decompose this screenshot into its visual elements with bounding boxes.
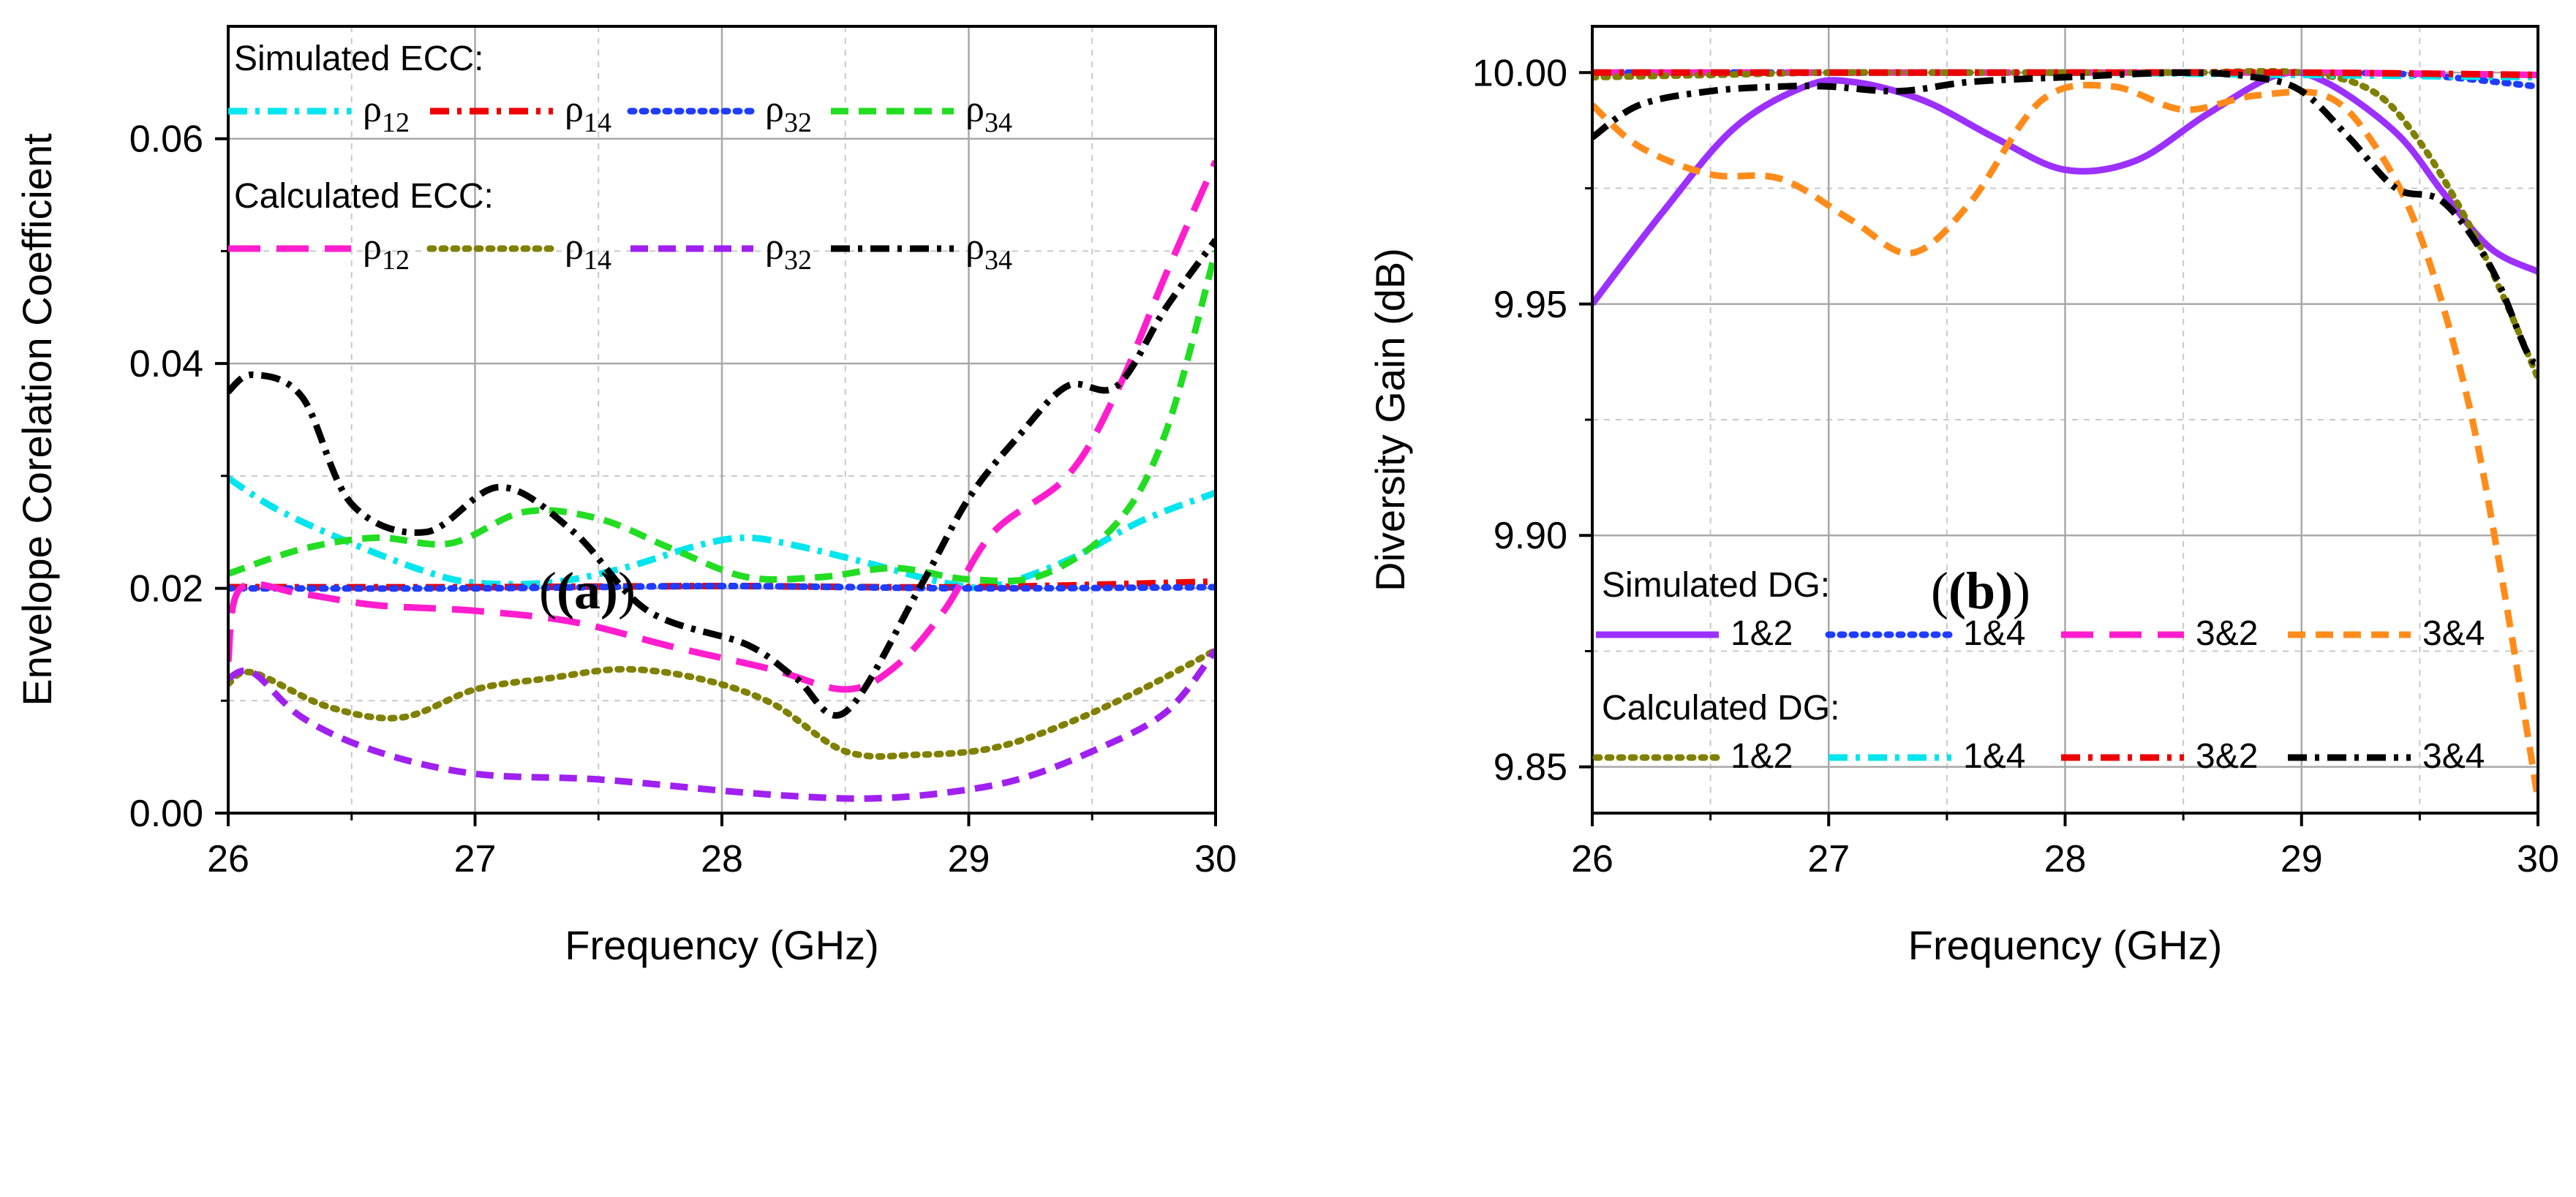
- legend-label-subscript: 32: [784, 107, 812, 138]
- x-tick-label: 28: [701, 838, 743, 880]
- series-line-calculated-ecc-32: [228, 648, 1216, 802]
- legend-label: ρ34: [965, 88, 1012, 138]
- series-line-simulated-ecc-32: [228, 583, 1216, 592]
- x-tick-label: 29: [2281, 838, 2323, 880]
- legend-label: ρ12: [363, 226, 410, 276]
- ticks-b: 26 27 28 29 30 9.85 9.90 9.95 10.00: [1472, 52, 2559, 880]
- legend-label-symbol: ρ: [363, 226, 382, 268]
- x-tick-label: 26: [1571, 838, 1613, 880]
- legend-label-subscript: 34: [984, 107, 1012, 138]
- legend-label-symbol: ρ: [565, 88, 584, 130]
- series-line-calculated-ecc-14: [228, 646, 1216, 760]
- ticks-a: 26 27 28 29 30 0.00 0.02 0.04 0.06: [129, 118, 1237, 880]
- legend-group-title: Simulated ECC:: [234, 39, 483, 78]
- legend-label: 3&2: [2196, 737, 2258, 776]
- legend-group-title: Calculated DG:: [1602, 689, 1839, 728]
- legend-group-title: Simulated DG:: [1602, 566, 1830, 605]
- caption-b: ((b)): [1931, 562, 2030, 620]
- x-tick-label: 29: [948, 838, 990, 880]
- y-tick-label: 9.85: [1494, 747, 1567, 789]
- series-line-calculated-ecc-12: [228, 159, 1216, 693]
- legend-label-symbol: ρ: [965, 88, 984, 130]
- legend-label-subscript: 34: [984, 245, 1012, 276]
- x-axis-label: Frequency (GHz): [565, 922, 878, 968]
- legend-b: Simulated DG: 1&2 1&4 3&2 3&4 Calculated DG: 1…: [1592, 566, 2485, 776]
- series-line-simulated-dg-34: [1592, 81, 2538, 800]
- series-group-b: [1592, 67, 2538, 800]
- y-tick-label: 0.06: [129, 118, 203, 161]
- legend-label: ρ14: [565, 88, 611, 138]
- legend-label-symbol: ρ: [765, 88, 784, 130]
- legend-label-subscript: 14: [584, 107, 611, 138]
- legend-label: ρ32: [765, 226, 812, 276]
- legend-label: 3&4: [2422, 614, 2485, 653]
- series-group-a: [228, 159, 1216, 802]
- y-tick-label: 0.04: [129, 343, 203, 385]
- legend-label-symbol: ρ: [965, 226, 984, 268]
- legend-label-subscript: 12: [382, 107, 410, 138]
- legend-label: ρ32: [765, 88, 812, 138]
- legend-label: ρ14: [565, 226, 611, 276]
- legend-label: 1&4: [1963, 737, 2025, 776]
- series-line-simulated-ecc-12: [228, 475, 1216, 592]
- series-line-calculated-ecc-34: [228, 238, 1216, 719]
- x-tick-label: 27: [454, 838, 497, 880]
- legend-label: 1&2: [1730, 737, 1793, 776]
- legend-label: 1&4: [1963, 614, 2025, 653]
- series-line-calculated-dg-32: [1592, 69, 2538, 78]
- legend-label-symbol: ρ: [565, 226, 584, 268]
- y-tick-label: 10.00: [1472, 52, 1567, 94]
- legend-group-title: Calculated ECC:: [234, 177, 494, 216]
- legend-label-subscript: 14: [584, 245, 611, 276]
- series-line-simulated-dg-12: [1592, 69, 2538, 306]
- y-tick-label: 0.02: [129, 568, 203, 611]
- legend-label-symbol: ρ: [765, 226, 784, 268]
- y-axis-label: Diversity Gain (dB): [1367, 248, 1413, 592]
- legend-label: 1&2: [1730, 614, 1793, 653]
- grid-a: [228, 26, 1216, 815]
- x-tick-label: 27: [1807, 838, 1850, 880]
- y-axis-label: Envelope Corelation Coefficient: [14, 133, 60, 706]
- chart-panel-a: 26 27 28 29 30 0.00 0.02 0.04 0.06 Frequency (GHz…: [14, 25, 1237, 968]
- legend-label: ρ34: [965, 226, 1012, 276]
- legend-label: 3&2: [2196, 614, 2258, 653]
- x-tick-label: 26: [207, 838, 249, 880]
- series-line-calculated-dg-34: [1592, 69, 2538, 367]
- caption-a: ((a)): [539, 562, 636, 620]
- series-line-simulated-ecc-14: [228, 578, 1216, 591]
- x-tick-label: 30: [1194, 838, 1237, 880]
- series-line-simulated-ecc-34: [228, 250, 1216, 585]
- x-tick-label: 28: [2044, 838, 2087, 880]
- legend-label-subscript: 12: [382, 245, 410, 276]
- legend-label-subscript: 32: [784, 245, 812, 276]
- x-tick-label: 30: [2517, 838, 2559, 880]
- legend-label-symbol: ρ: [363, 88, 382, 130]
- legend-label: 3&4: [2422, 737, 2485, 776]
- x-axis-label: Frequency (GHz): [1908, 922, 2222, 968]
- y-tick-label: 9.90: [1494, 515, 1567, 557]
- y-tick-label: 0.00: [129, 793, 203, 835]
- legend-label: ρ12: [363, 88, 410, 138]
- y-tick-label: 9.95: [1494, 284, 1567, 326]
- chart-panel-b: 26 27 28 29 30 9.85 9.90 9.95 10.00 Frequency (GH…: [1367, 25, 2559, 968]
